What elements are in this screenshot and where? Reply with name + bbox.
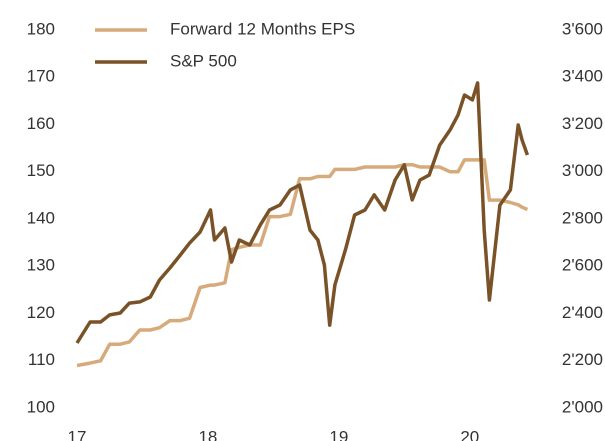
series-line	[76, 158, 529, 368]
y-tick-label: 180	[27, 19, 55, 38]
y-tick-label: 110	[28, 350, 55, 369]
x-tick-label: 17	[68, 427, 87, 441]
y-tick-label: 130	[27, 256, 55, 275]
y2-tick-label: 3'000	[562, 161, 603, 180]
series-line	[75, 81, 530, 344]
y2-tick-label: 3'200	[562, 114, 603, 133]
y-tick-label: 140	[27, 208, 55, 227]
y2-tick-label: 2'200	[562, 350, 603, 369]
y2-tick-label: 2'800	[562, 208, 603, 227]
legend-label: Forward 12 Months EPS	[170, 19, 355, 38]
y2-tick-label: 3'600	[562, 19, 603, 38]
y-tick-label: 160	[27, 114, 55, 133]
y2-tick-label: 2'600	[562, 256, 603, 275]
x-tick-label: 18	[198, 427, 217, 441]
y2-tick-label: 2'000	[562, 397, 603, 416]
legend-label: S&P 500	[170, 51, 237, 70]
y2-tick-label: 3'400	[562, 67, 603, 86]
y-tick-label: 100	[27, 397, 55, 416]
x-tick-label: 20	[460, 427, 479, 441]
y2-tick-label: 2'400	[562, 303, 603, 322]
x-tick-label: 19	[329, 427, 348, 441]
y-tick-label: 170	[27, 67, 55, 86]
y-tick-label: 120	[27, 303, 55, 322]
y-tick-label: 150	[27, 161, 55, 180]
